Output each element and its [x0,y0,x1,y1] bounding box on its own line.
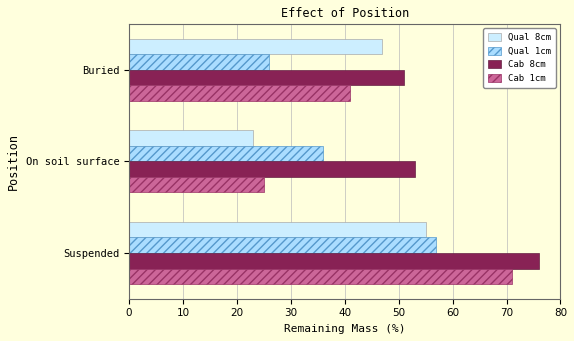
Y-axis label: Position: Position [7,133,20,190]
X-axis label: Remaining Mass (%): Remaining Mass (%) [284,324,405,334]
Legend: Qual 8cm, Qual 1cm, Cab 8cm, Cab 1cm: Qual 8cm, Qual 1cm, Cab 8cm, Cab 1cm [483,28,556,88]
Bar [129,54,269,70]
Bar [129,177,264,192]
Title: Effect of Position: Effect of Position [281,7,409,20]
Bar [129,253,539,269]
Bar [129,237,436,253]
Bar [129,161,415,177]
Bar [129,146,323,161]
Bar [129,85,350,101]
Bar [129,70,404,85]
Bar [129,39,382,54]
Bar [129,269,512,284]
Bar [129,222,426,237]
Bar [129,130,253,146]
